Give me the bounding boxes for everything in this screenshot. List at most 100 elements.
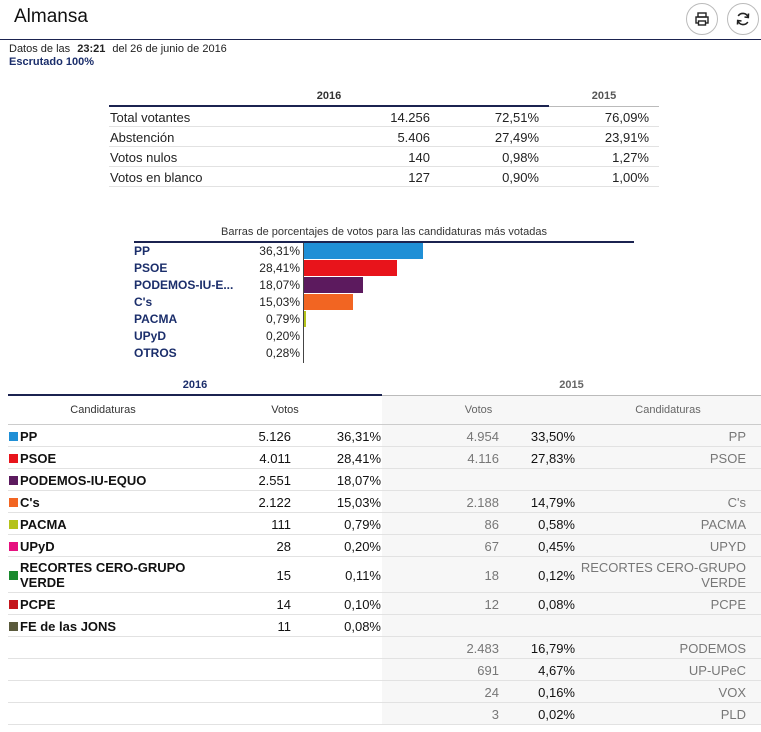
chart-value-label: 0,28% xyxy=(265,346,300,360)
party-votes: 14 xyxy=(276,597,291,612)
party-pct: 0,10% xyxy=(344,597,381,612)
summary-pct-prev: 1,00% xyxy=(612,170,649,185)
party-color-swatch xyxy=(9,542,18,551)
result-row: 3 0,02% PLD xyxy=(8,703,761,725)
party-pct-prev: 0,45% xyxy=(538,539,575,554)
party-name: PSOE xyxy=(20,451,57,466)
party-votes-prev: 86 xyxy=(484,517,499,532)
summary-pct-prev: 76,09% xyxy=(604,110,649,125)
print-button[interactable] xyxy=(686,3,718,35)
party-pct: 0,08% xyxy=(344,619,381,634)
party-votes: 2.551 xyxy=(258,473,291,488)
chart-value-label: 0,20% xyxy=(265,329,300,343)
summary-value: 5.406 xyxy=(397,130,430,145)
chart-axis xyxy=(303,243,304,363)
summary-year-previous: 2015 xyxy=(591,90,617,102)
result-row: PSOE 4.011 28,41% 4.116 27,83% PSOE xyxy=(8,447,761,469)
party-name: C's xyxy=(20,495,40,510)
party-votes-prev: 24 xyxy=(484,685,499,700)
chart-value-label: 36,31% xyxy=(259,244,300,258)
party-pct-prev: 0,08% xyxy=(538,597,575,612)
party-votes: 4.011 xyxy=(259,451,291,466)
results-year-current: 2016 xyxy=(182,379,208,391)
summary-value: 140 xyxy=(408,150,430,165)
chart-category-label: PACMA xyxy=(134,312,178,326)
result-row: 2.483 16,79% PODEMOS xyxy=(8,637,761,659)
party-votes: 2.122 xyxy=(258,495,291,510)
summary-value: 14.256 xyxy=(390,110,430,125)
chart-title: Barras de porcentajes de votos para las … xyxy=(221,226,547,238)
result-row: RECORTES CERO-GRUPO VERDE 15 0,11% 18 0,12% R… xyxy=(8,557,761,593)
party-name: FE de las JONS xyxy=(20,619,117,634)
chart-row: PACMA 0,79% xyxy=(134,311,634,328)
party-pct: 15,03% xyxy=(336,495,381,510)
page-header: Almansa xyxy=(0,0,761,40)
result-row: 691 4,67% UP-UPeC xyxy=(8,659,761,681)
party-votes-prev: 4.116 xyxy=(467,451,499,466)
party-color-swatch xyxy=(9,571,18,580)
chart-row: PSOE 28,41% xyxy=(134,260,634,277)
party-name-prev: PACMA xyxy=(700,517,746,532)
party-votes-prev: 2.188 xyxy=(466,495,499,510)
party-votes-prev: 691 xyxy=(477,663,499,678)
party-name-prev: PP xyxy=(728,429,746,444)
summary-header: 2016 2015 xyxy=(109,90,659,107)
summary-pct-prev: 1,27% xyxy=(612,150,649,165)
summary-label: Total votantes xyxy=(110,110,191,125)
party-pct: 0,79% xyxy=(344,517,381,532)
summary-label: Votos en blanco xyxy=(110,170,203,185)
party-name: PACMA xyxy=(20,517,67,532)
party-votes-prev: 12 xyxy=(484,597,499,612)
party-pct-prev: 16,79% xyxy=(530,641,575,656)
summary-pct: 0,90% xyxy=(502,170,539,185)
result-row: UPyD 28 0,20% 67 0,45% UPYD xyxy=(8,535,761,557)
result-row: PACMA 111 0,79% 86 0,58% PACMA xyxy=(8,513,761,535)
party-name-prev: PSOE xyxy=(709,451,746,466)
summary-label: Votos nulos xyxy=(110,150,178,165)
party-votes: 11 xyxy=(277,619,292,634)
party-votes-prev: 3 xyxy=(491,707,499,722)
party-name-prev: PODEMOS xyxy=(679,641,746,656)
refresh-button[interactable] xyxy=(727,3,759,35)
chart-top-rule xyxy=(134,241,634,243)
party-pct-prev: 27,83% xyxy=(530,451,575,466)
party-pct-prev: 0,16% xyxy=(538,685,575,700)
chart-bar xyxy=(303,311,306,327)
summary-year-current: 2016 xyxy=(316,90,342,102)
chart-value-label: 0,79% xyxy=(265,312,300,326)
party-color-swatch xyxy=(9,476,18,485)
col-candidaturas: Candidaturas xyxy=(70,404,136,416)
party-pct: 0,20% xyxy=(344,539,381,554)
party-name: UPyD xyxy=(20,539,55,554)
party-votes: 15 xyxy=(276,568,291,583)
party-color-swatch xyxy=(9,600,18,609)
result-row: PP 5.126 36,31% 4.954 33,50% PP xyxy=(8,425,761,447)
result-row: 24 0,16% VOX xyxy=(8,681,761,703)
party-color-swatch xyxy=(9,454,18,463)
data-timestamp: Datos de las 23:21 del 26 de junio de 20… xyxy=(9,43,227,55)
party-pct-prev: 0,12% xyxy=(538,568,575,583)
result-row: FE de las JONS 11 0,08% xyxy=(8,615,761,637)
chart-category-label: OTROS xyxy=(134,346,177,360)
party-votes-prev: 2.483 xyxy=(466,641,499,656)
chart-bar xyxy=(303,277,363,293)
party-pct: 0,11% xyxy=(345,568,381,583)
party-pct: 28,41% xyxy=(336,451,381,466)
timestamp-date: del 26 de junio de 2016 xyxy=(112,43,227,55)
count-status: Escrutado 100% xyxy=(9,56,94,68)
page-title: Almansa xyxy=(14,6,88,27)
results-table: 2016 2015 Candidaturas Votos Votos Candi… xyxy=(8,376,761,725)
party-color-swatch xyxy=(9,622,18,631)
party-name: PODEMOS-IU-EQUO xyxy=(20,473,147,488)
chart-bar xyxy=(303,294,353,310)
summary-table: 2016 2015 Total votantes 14.256 72,51% 76,0… xyxy=(109,90,659,187)
chart-bar xyxy=(303,260,397,276)
summary-pct-prev: 23,91% xyxy=(604,130,649,145)
party-votes-prev: 4.954 xyxy=(466,429,499,444)
summary-row: Total votantes 14.256 72,51% 76,09% xyxy=(109,107,659,127)
summary-row: Votos nulos 140 0,98% 1,27% xyxy=(109,147,659,167)
party-votes: 111 xyxy=(271,517,291,532)
chart-category-label: PSOE xyxy=(134,261,168,275)
summary-label: Abstención xyxy=(110,130,175,145)
result-row: C's 2.122 15,03% 2.188 14,79% C's xyxy=(8,491,761,513)
